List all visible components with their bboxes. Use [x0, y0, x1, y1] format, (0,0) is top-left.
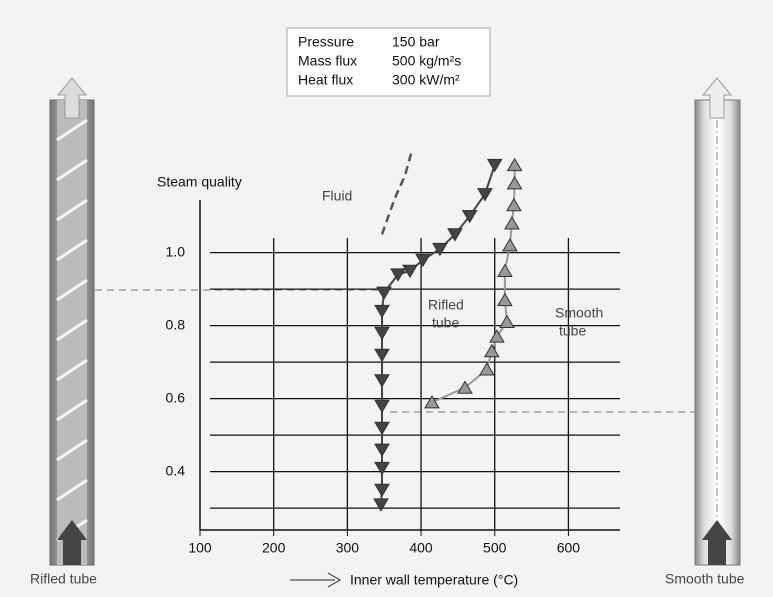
legend-label: tube: [559, 323, 586, 339]
marker: [374, 399, 390, 414]
marker: [424, 394, 440, 409]
x-tick-label: 200: [262, 540, 286, 556]
marker: [374, 443, 390, 457]
legend-label: Fluid: [322, 188, 352, 204]
legend-label: Smooth: [555, 305, 603, 321]
info-value: 150 bar: [392, 34, 440, 50]
marker: [497, 292, 513, 307]
axis-arrow: [290, 572, 341, 588]
marker: [457, 380, 473, 394]
x-tick-label: 500: [483, 540, 507, 556]
info-value: 500 kg/m²s: [392, 53, 461, 69]
marker: [374, 461, 390, 476]
marker: [374, 326, 390, 341]
marker: [499, 314, 515, 329]
marker: [506, 157, 523, 172]
marker: [483, 343, 500, 358]
info-key: Mass flux: [298, 53, 357, 69]
x-tick-label: 600: [557, 540, 581, 556]
marker: [374, 421, 390, 436]
marker: [479, 362, 495, 376]
x-axis-label: Inner wall temperature (°C): [350, 572, 518, 588]
marker: [477, 188, 493, 202]
marker: [376, 286, 392, 301]
marker: [374, 374, 390, 388]
right-caption: Smooth tube: [665, 571, 745, 587]
marker: [432, 242, 448, 257]
x-tick-label: 300: [336, 540, 360, 556]
marker: [390, 268, 406, 282]
x-tick-label: 400: [409, 540, 433, 556]
left-caption: Rifled tube: [30, 571, 97, 587]
y-axis-label: Steam quality: [157, 174, 242, 190]
smooth-tube-illustration: [694, 77, 741, 566]
marker: [486, 158, 503, 173]
legend-label: Rifled: [428, 297, 464, 313]
info-rows: Pressure 150 bar Mass flux 500 kg/m²s Heat f…: [298, 34, 461, 88]
marker: [461, 210, 478, 224]
marker: [374, 304, 390, 319]
legend-label: tube: [432, 315, 459, 331]
info-value: 300 kW/m²: [392, 72, 460, 88]
series-line: [379, 164, 496, 505]
marker: [374, 483, 390, 498]
x-tick-label: 100: [188, 540, 212, 556]
marker: [373, 498, 389, 512]
info-key: Heat flux: [298, 72, 353, 88]
marker: [506, 197, 522, 212]
series-line: [380, 150, 414, 235]
marker: [402, 264, 418, 279]
info-box: [286, 27, 491, 97]
marker: [504, 216, 520, 230]
info-key: Pressure: [298, 34, 354, 50]
marker: [447, 228, 463, 242]
marker: [415, 253, 431, 268]
marker: [374, 348, 390, 363]
y-tick-label: 0.8: [166, 316, 186, 332]
marker: [506, 175, 523, 190]
y-tick-label: 1.0: [166, 243, 186, 259]
rifled-tube-illustration: [49, 77, 95, 566]
marker: [489, 329, 505, 343]
y-tick-label: 0.4: [166, 462, 186, 478]
marker: [497, 263, 513, 277]
marker: [502, 238, 518, 252]
series-line: [431, 165, 516, 404]
y-tick-label: 0.6: [166, 389, 186, 405]
